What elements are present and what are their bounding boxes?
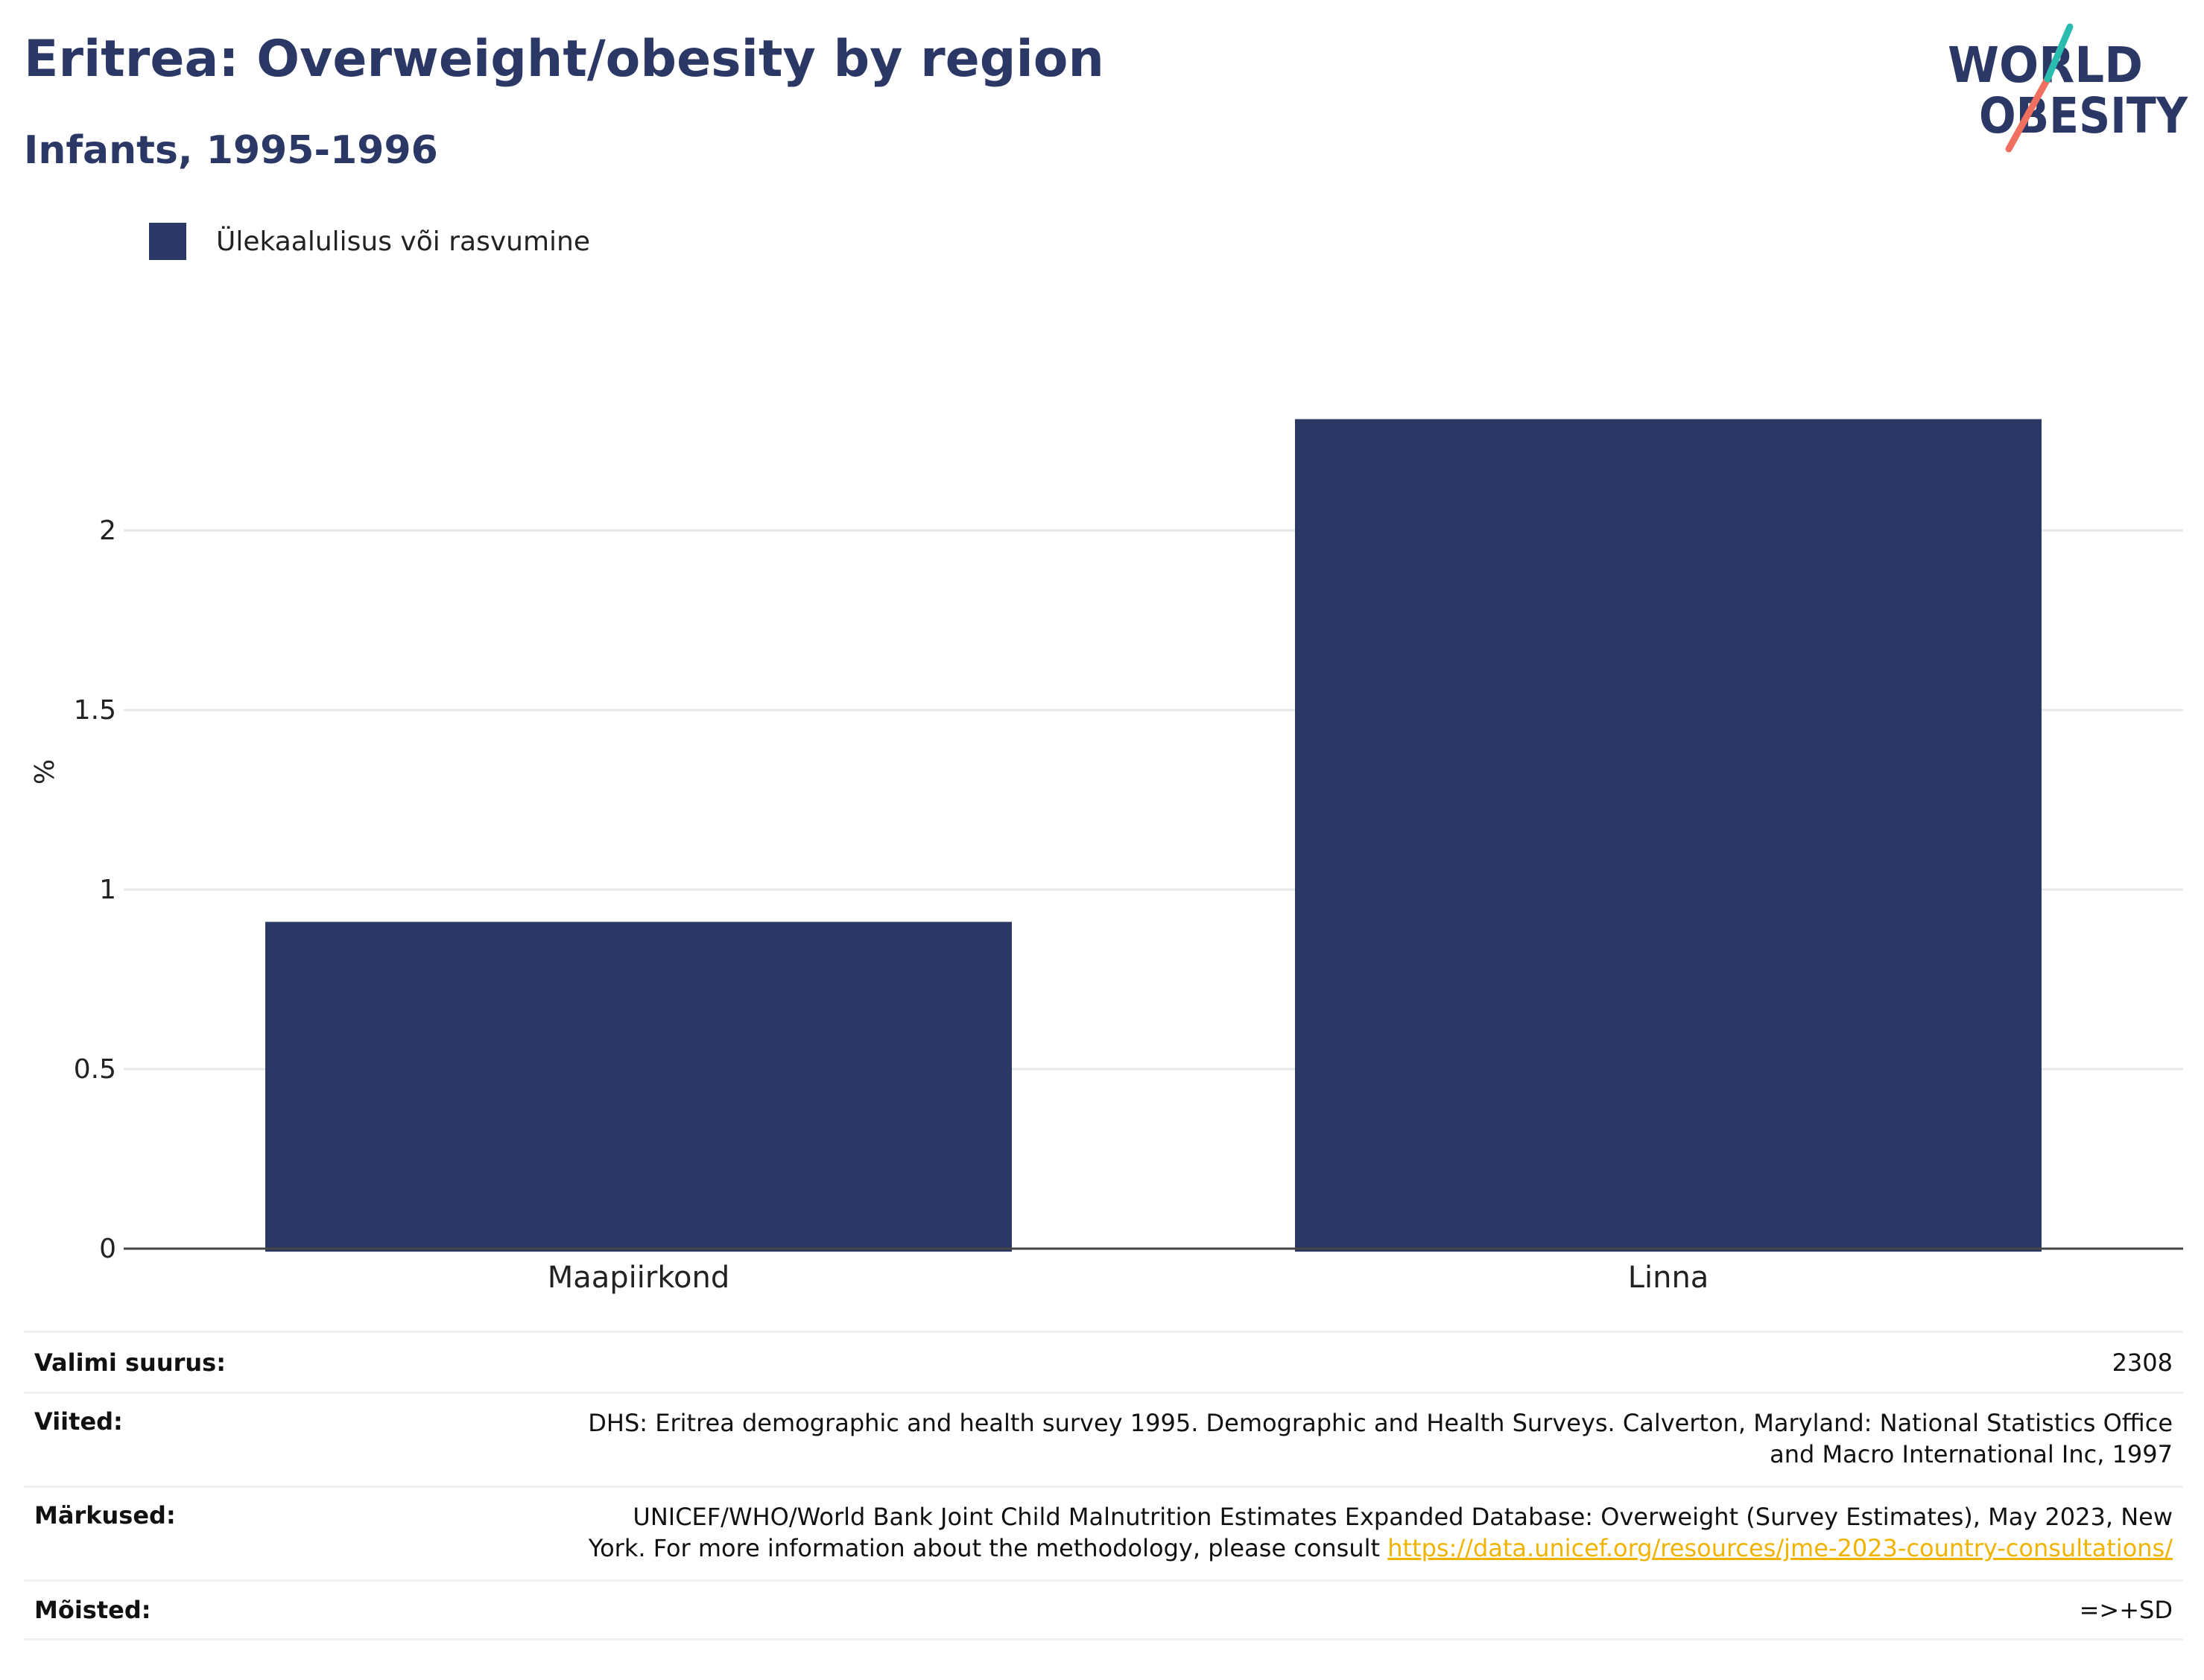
legend-swatch bbox=[149, 223, 186, 260]
y-tick-label: 0.5 bbox=[74, 1054, 116, 1085]
y-axis-label: % bbox=[30, 759, 60, 784]
definitions-label: Mõisted: bbox=[34, 1596, 151, 1624]
legend-label: Ülekaalulisus või rasvumine bbox=[216, 226, 590, 257]
world-obesity-logo: WORLD OBESITY bbox=[1948, 23, 2188, 153]
logo-slash-coral bbox=[2005, 75, 2051, 153]
chart-subtitle: Infants, 1995-1996 bbox=[24, 128, 438, 173]
meta-row-references: Viited: DHS: Eritrea demographic and hea… bbox=[24, 1392, 2183, 1486]
bar-chart: 0 0.5 1 1.5 2 Maapiirkond Linna% bbox=[30, 419, 2183, 1295]
bars bbox=[265, 419, 2042, 1252]
y-tick-label: 2 bbox=[99, 516, 116, 546]
notes-label: Märkused: bbox=[34, 1501, 176, 1530]
sample-size-value: 2308 bbox=[2112, 1348, 2173, 1377]
chart-title: Eritrea: Overweight/obesity by region bbox=[24, 30, 1104, 89]
logo-slash-teal bbox=[2044, 23, 2074, 83]
logo-text-obesity: OBESITY bbox=[1979, 87, 2188, 145]
meta-row-sample-size: Valimi suurus: 2308 bbox=[24, 1331, 2183, 1392]
references-label: Viited: bbox=[34, 1407, 123, 1436]
sample-size-label: Valimi suurus: bbox=[34, 1348, 227, 1377]
references-value: DHS: Eritrea demographic and health surv… bbox=[588, 1407, 2173, 1470]
legend[interactable]: Ülekaalulisus või rasvumine bbox=[149, 222, 590, 261]
notes-line-2-prefix: York. For more information about the met… bbox=[588, 1534, 1388, 1562]
x-tick-label: Linna bbox=[1628, 1261, 1709, 1295]
notes-line-1: UNICEF/WHO/World Bank Joint Child Malnut… bbox=[633, 1503, 2173, 1531]
meta-row-definitions: Mõisted: =>+SD bbox=[24, 1579, 2183, 1641]
methodology-link[interactable]: https://data.unicef.org/resources/jme-20… bbox=[1387, 1534, 2173, 1562]
x-tick-label: Maapiirkond bbox=[548, 1261, 730, 1295]
definitions-value: =>+SD bbox=[2079, 1596, 2173, 1624]
y-tick-label: 1.5 bbox=[74, 695, 116, 726]
metadata-table: Valimi suurus: 2308 Viited: DHS: Eritrea… bbox=[24, 1331, 2183, 1641]
y-tick-label: 1 bbox=[99, 875, 116, 905]
notes-value: UNICEF/WHO/World Bank Joint Child Malnut… bbox=[589, 1501, 2173, 1564]
references-line-2: and Macro International Inc, 1997 bbox=[1770, 1440, 2173, 1468]
bar-maapiirkond[interactable] bbox=[265, 922, 1012, 1252]
axes: 0 0.5 1 1.5 2 Maapiirkond Linna% bbox=[30, 516, 2183, 1295]
references-line-1: DHS: Eritrea demographic and health surv… bbox=[588, 1409, 2173, 1437]
y-tick-label: 0 bbox=[99, 1234, 116, 1264]
meta-row-notes: Märkused: UNICEF/WHO/World Bank Joint Ch… bbox=[24, 1486, 2183, 1579]
bar-linna[interactable] bbox=[1295, 419, 2042, 1252]
